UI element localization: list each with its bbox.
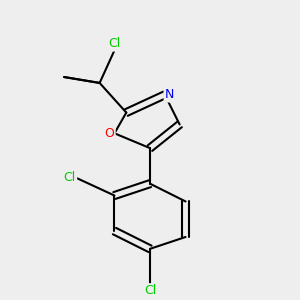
Text: Cl: Cl xyxy=(144,284,156,297)
Text: Cl: Cl xyxy=(64,171,76,184)
Text: Cl: Cl xyxy=(108,38,121,50)
Text: O: O xyxy=(105,127,115,140)
Text: N: N xyxy=(165,88,174,101)
